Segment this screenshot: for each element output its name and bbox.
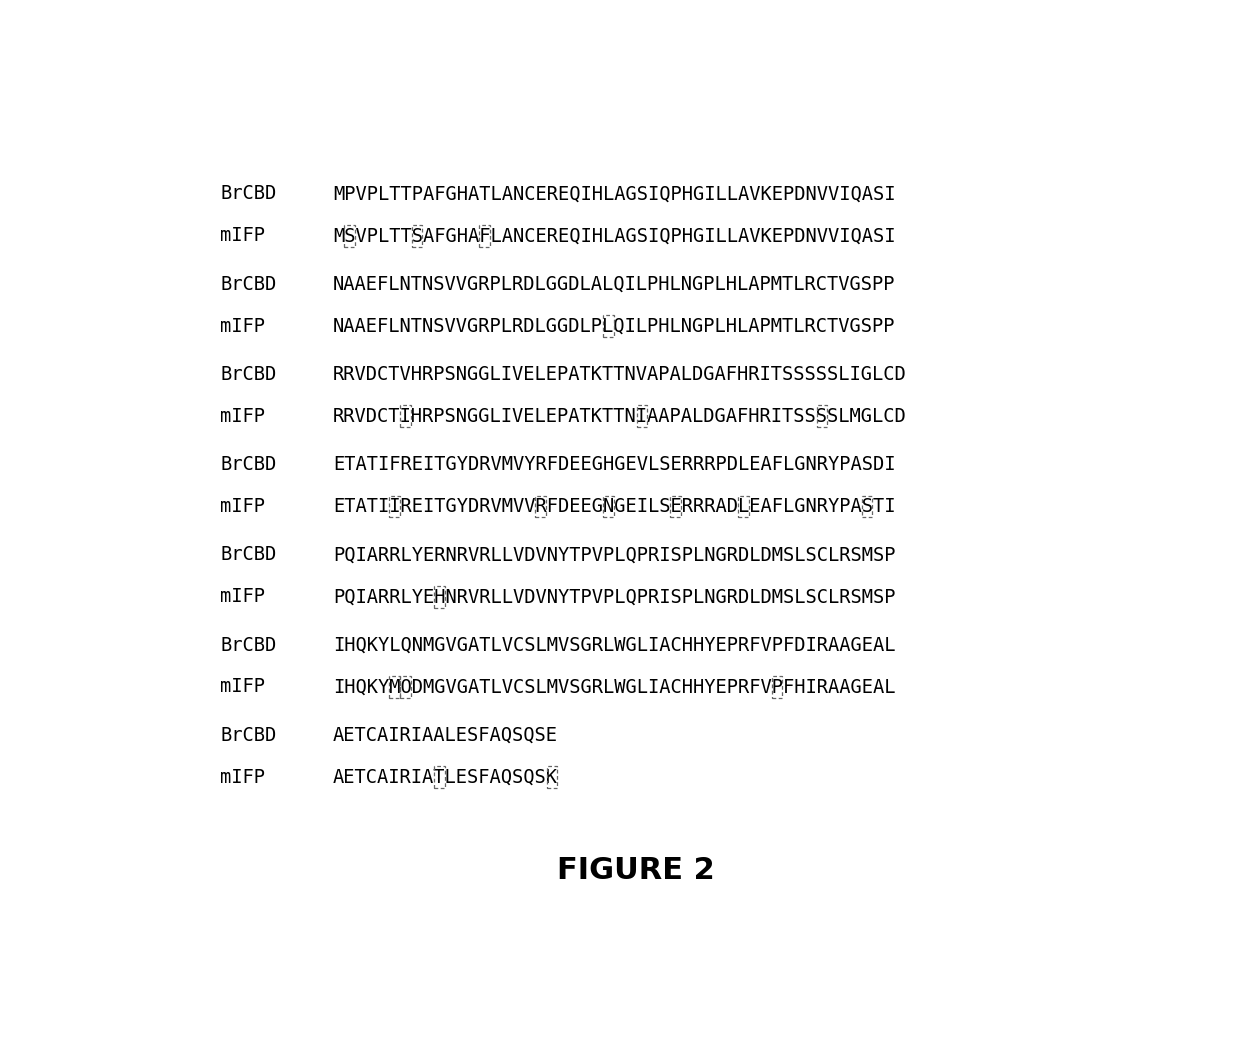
Text: mIFP: mIFP <box>221 587 265 607</box>
Text: FIGURE 2: FIGURE 2 <box>557 856 714 885</box>
Text: RRVDCTVHRPSNGGLIVELEPATKTTNVAPALDGAFHRITSSSSSLIGLCD: RRVDCTVHRPSNGGLIVELEPATKTTNVAPALDGAFHRIT… <box>332 365 906 384</box>
Bar <box>434 766 445 788</box>
Bar <box>816 406 827 427</box>
Bar <box>401 406 412 427</box>
Bar <box>671 496 681 518</box>
Text: BrCBD: BrCBD <box>221 636 277 655</box>
Bar <box>479 225 490 247</box>
Text: NAAEFLNTNSVVGRPLRDLGGDLPLQILPHLNGPLHLAPMTLRCTVGSPP: NAAEFLNTNSVVGRPLRDLGGDLPLQILPHLNGPLHLAPM… <box>332 317 895 336</box>
Text: PQIARRLYERNRVRLLVDVNYTPVPLQPRISPLNGRDLDMSLSCLRSMSP: PQIARRLYERNRVRLLVDVNYTPVPLQPRISPLNGRDLDM… <box>332 545 895 564</box>
Bar <box>738 496 749 518</box>
Text: IHQKYMODMGVGATLVCSLMVSGRLWGLIACHHYEPRFVPFHIRAAGEAL: IHQKYMODMGVGATLVCSLMVSGRLWGLIACHHYEPRFVP… <box>332 678 895 697</box>
Text: mIFP: mIFP <box>221 497 265 516</box>
Bar <box>536 496 546 518</box>
Bar <box>771 676 782 698</box>
Bar <box>636 406 647 427</box>
Text: BrCBD: BrCBD <box>221 184 277 204</box>
Text: PQIARRLYEHNRVRLLVDVNYTPVPLQPRISPLNGRDLDMSLSCLRSMSP: PQIARRLYEHNRVRLLVDVNYTPVPLQPRISPLNGRDLDM… <box>332 587 895 607</box>
Bar <box>603 496 614 518</box>
Bar <box>862 496 873 518</box>
Text: BrCBD: BrCBD <box>221 455 277 474</box>
Bar <box>343 225 355 247</box>
Text: NAAEFLNTNSVVGRPLRDLGGDLALQILPHLNGPLHLAPMTLRCTVGSPP: NAAEFLNTNSVVGRPLRDLGGDLALQILPHLNGPLHLAPM… <box>332 275 895 294</box>
Text: BrCBD: BrCBD <box>221 726 277 745</box>
Text: mIFP: mIFP <box>221 226 265 246</box>
Text: RRVDCTIHRPSNGGLIVELEPATKTTNIAAPALDGAFHRITSSSSLMGLCD: RRVDCTIHRPSNGGLIVELEPATKTTNIAAPALDGAFHRI… <box>332 407 906 426</box>
Bar <box>603 315 614 337</box>
Bar <box>547 766 558 788</box>
Text: IHQKYLQNMGVGATLVCSLMVSGRLWGLIACHHYEPRFVPFDIRAAGEAL: IHQKYLQNMGVGATLVCSLMVSGRLWGLIACHHYEPRFVP… <box>332 636 895 655</box>
Text: AETCAIRIATLESFAQSQSK: AETCAIRIATLESFAQSQSK <box>332 768 558 787</box>
Bar <box>434 586 445 608</box>
Bar <box>389 496 401 518</box>
Text: MPVPLTTPAFGHATLANCEREQIHLAGSIQPHGILLAVKEPDNVVIQASI: MPVPLTTPAFGHATLANCEREQIHLAGSIQPHGILLAVKE… <box>332 184 895 204</box>
Text: BrCBD: BrCBD <box>221 365 277 384</box>
Text: ETATIIREITGYDRVMVVRFDEEGNGEILSERRRADLEAFLGNRYPASTI: ETATIIREITGYDRVMVVRFDEEGNGEILSERRRADLEAF… <box>332 497 895 516</box>
Text: AETCAIRIAALESFAQSQSE: AETCAIRIAALESFAQSQSE <box>332 726 558 745</box>
Text: mIFP: mIFP <box>221 768 265 787</box>
Text: BrCBD: BrCBD <box>221 275 277 294</box>
Text: ETATIFREITGYDRVMVYRFDEEGHGEVLSERRRPDLEAFLGNRYPASDI: ETATIFREITGYDRVMVYRFDEEGHGEVLSERRRPDLEAF… <box>332 455 895 474</box>
Bar <box>412 225 423 247</box>
Bar <box>389 676 401 698</box>
Text: MSVPLTTSAFGHAFLANCEREQIHLAGSIQPHGILLAVKEPDNVVIQASI: MSVPLTTSAFGHAFLANCEREQIHLAGSIQPHGILLAVKE… <box>332 226 895 246</box>
Text: mIFP: mIFP <box>221 678 265 697</box>
Text: mIFP: mIFP <box>221 407 265 426</box>
Text: BrCBD: BrCBD <box>221 545 277 564</box>
Text: mIFP: mIFP <box>221 317 265 336</box>
Bar <box>401 676 412 698</box>
